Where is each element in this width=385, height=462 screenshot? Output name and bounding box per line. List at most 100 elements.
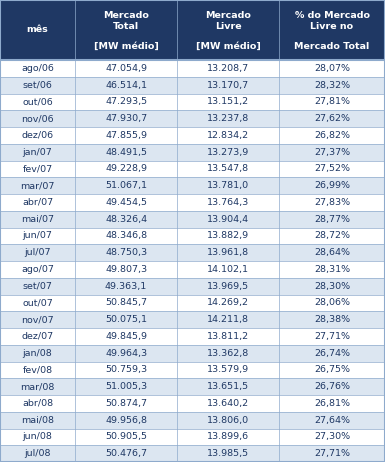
Text: 48.750,3: 48.750,3	[105, 248, 147, 257]
Bar	[75, 177, 177, 194]
Bar	[177, 0, 279, 60]
Text: 27,64%: 27,64%	[314, 416, 350, 425]
Bar	[177, 160, 279, 177]
Text: 28,06%: 28,06%	[314, 298, 350, 307]
Text: 49.845,9: 49.845,9	[105, 332, 147, 341]
Bar	[0, 194, 75, 211]
Bar	[0, 93, 75, 110]
Bar	[75, 194, 177, 211]
Bar	[279, 445, 385, 462]
Bar	[0, 0, 75, 60]
Bar	[75, 160, 177, 177]
Bar	[0, 378, 75, 395]
Text: dez/07: dez/07	[22, 332, 54, 341]
Bar	[75, 278, 177, 294]
Text: ago/07: ago/07	[21, 265, 54, 274]
Text: 13.811,2: 13.811,2	[207, 332, 249, 341]
Text: jun/08: jun/08	[23, 432, 52, 441]
Bar	[0, 144, 75, 160]
Text: 13.579,9: 13.579,9	[207, 365, 249, 374]
Text: jul/08: jul/08	[24, 449, 51, 458]
Bar	[279, 345, 385, 361]
Text: 47.054,9: 47.054,9	[105, 64, 147, 73]
Bar	[75, 412, 177, 428]
Bar	[0, 77, 75, 93]
Bar	[0, 177, 75, 194]
Bar	[177, 144, 279, 160]
Text: 49.228,9: 49.228,9	[105, 164, 147, 173]
Bar	[0, 127, 75, 144]
Bar	[75, 445, 177, 462]
Bar	[177, 211, 279, 227]
Bar	[75, 311, 177, 328]
Bar	[177, 428, 279, 445]
Text: 49.807,3: 49.807,3	[105, 265, 147, 274]
Bar	[75, 110, 177, 127]
Text: fev/08: fev/08	[22, 365, 53, 374]
Bar	[279, 77, 385, 93]
Text: 14.211,8: 14.211,8	[207, 315, 249, 324]
Bar	[177, 177, 279, 194]
Bar	[279, 177, 385, 194]
Text: mai/08: mai/08	[21, 416, 54, 425]
Text: 13.273,9: 13.273,9	[207, 148, 249, 157]
Bar	[0, 428, 75, 445]
Bar	[75, 127, 177, 144]
Bar	[75, 294, 177, 311]
Bar	[75, 77, 177, 93]
Bar	[0, 227, 75, 244]
Bar	[279, 261, 385, 278]
Text: 13.806,0: 13.806,0	[207, 416, 249, 425]
Text: 48.346,8: 48.346,8	[105, 231, 147, 240]
Bar	[75, 144, 177, 160]
Bar	[177, 445, 279, 462]
Bar	[177, 244, 279, 261]
Bar	[279, 93, 385, 110]
Text: 13.170,7: 13.170,7	[207, 81, 249, 90]
Text: jan/07: jan/07	[23, 148, 52, 157]
Bar	[0, 412, 75, 428]
Bar	[177, 378, 279, 395]
Bar	[279, 395, 385, 412]
Bar	[177, 77, 279, 93]
Text: 13.882,9: 13.882,9	[207, 231, 249, 240]
Text: 27,81%: 27,81%	[314, 97, 350, 106]
Text: 27,52%: 27,52%	[314, 164, 350, 173]
Bar	[0, 311, 75, 328]
Bar	[279, 127, 385, 144]
Text: 28,72%: 28,72%	[314, 231, 350, 240]
Bar	[0, 261, 75, 278]
Text: 13.151,2: 13.151,2	[207, 97, 249, 106]
Text: 13.208,7: 13.208,7	[207, 64, 249, 73]
Text: out/07: out/07	[22, 298, 53, 307]
Bar	[279, 328, 385, 345]
Bar	[177, 328, 279, 345]
Bar	[0, 328, 75, 345]
Text: 50.905,5: 50.905,5	[105, 432, 147, 441]
Bar	[279, 378, 385, 395]
Text: abr/07: abr/07	[22, 198, 53, 207]
Bar	[0, 445, 75, 462]
Text: 51.067,1: 51.067,1	[105, 181, 147, 190]
Bar	[279, 60, 385, 77]
Text: 26,75%: 26,75%	[314, 365, 350, 374]
Bar	[279, 211, 385, 227]
Bar	[177, 395, 279, 412]
Text: 51.005,3: 51.005,3	[105, 382, 147, 391]
Bar	[0, 60, 75, 77]
Text: 28,07%: 28,07%	[314, 64, 350, 73]
Text: Mercado Total: Mercado Total	[295, 43, 370, 51]
Bar	[279, 160, 385, 177]
Text: 13.899,6: 13.899,6	[207, 432, 249, 441]
Text: 14.269,2: 14.269,2	[207, 298, 249, 307]
Text: 26,81%: 26,81%	[314, 399, 350, 408]
Bar	[279, 412, 385, 428]
Text: 13.961,8: 13.961,8	[207, 248, 249, 257]
Text: 13.651,5: 13.651,5	[207, 382, 249, 391]
Text: 12.834,2: 12.834,2	[207, 131, 249, 140]
Text: 13.904,4: 13.904,4	[207, 215, 249, 224]
Text: abr/08: abr/08	[22, 399, 53, 408]
Bar	[177, 278, 279, 294]
Bar	[75, 0, 177, 60]
Bar	[279, 278, 385, 294]
